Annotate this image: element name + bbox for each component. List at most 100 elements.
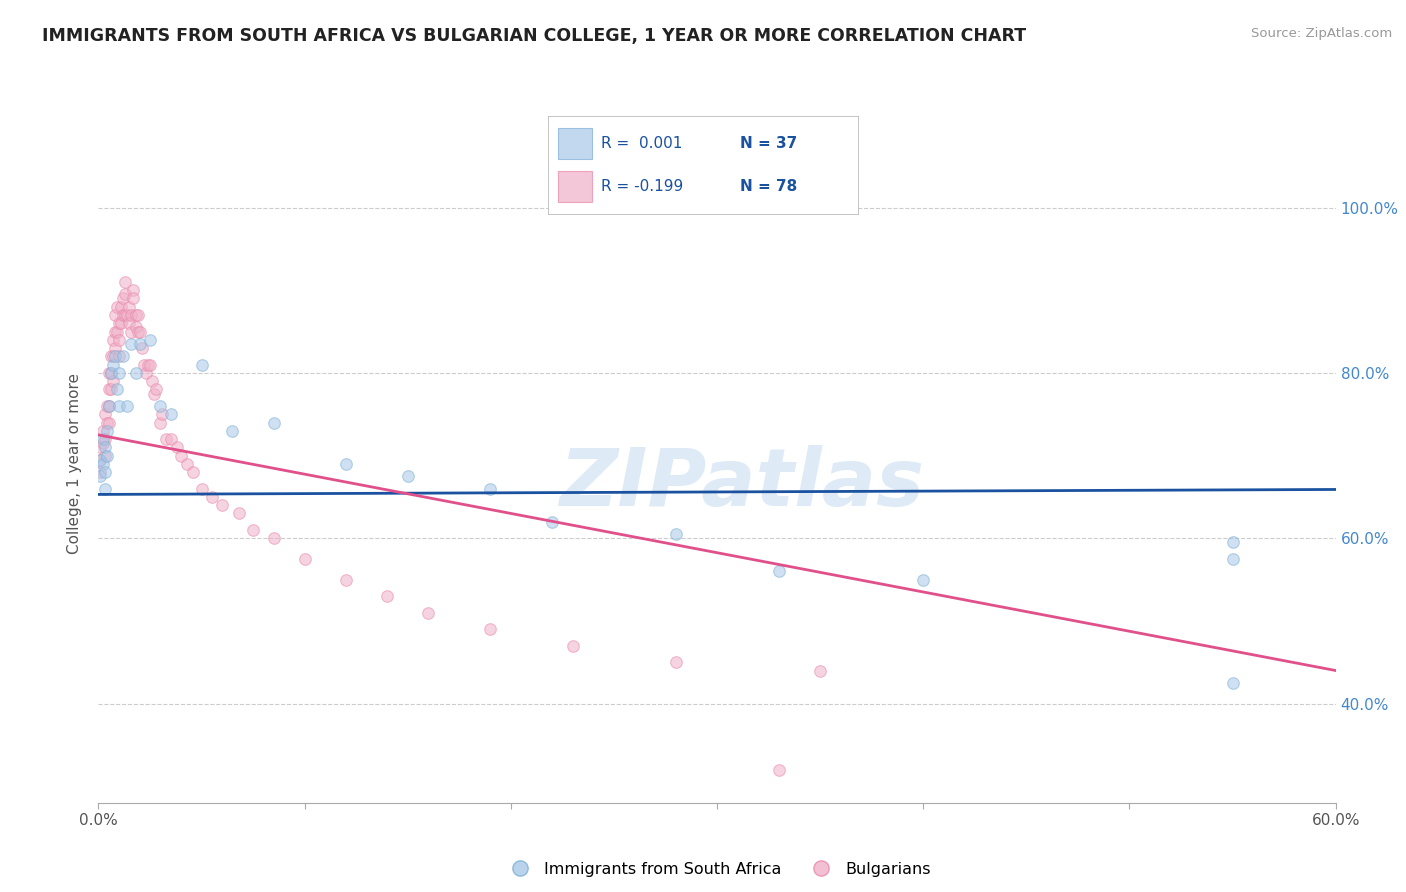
FancyBboxPatch shape: [558, 171, 592, 202]
Text: IMMIGRANTS FROM SOUTH AFRICA VS BULGARIAN COLLEGE, 1 YEAR OR MORE CORRELATION CH: IMMIGRANTS FROM SOUTH AFRICA VS BULGARIA…: [42, 27, 1026, 45]
Point: [418, 606, 440, 620]
Text: Source: ZipAtlas.com: Source: ZipAtlas.com: [1251, 27, 1392, 40]
Point: [124, 308, 146, 322]
Point: [1222, 552, 1244, 566]
Point: [91, 436, 114, 450]
Point: [120, 337, 142, 351]
Point: [110, 316, 132, 330]
Point: [335, 573, 357, 587]
Point: [105, 300, 128, 314]
Point: [768, 763, 790, 777]
Point: [1222, 535, 1244, 549]
Point: [149, 399, 172, 413]
Point: [375, 589, 398, 603]
Point: [143, 386, 166, 401]
Point: [294, 552, 316, 566]
Point: [97, 366, 120, 380]
Point: [124, 320, 146, 334]
Point: [242, 523, 264, 537]
Point: [118, 316, 141, 330]
Point: [122, 283, 145, 297]
Point: [104, 325, 127, 339]
Point: [122, 292, 145, 306]
Point: [108, 316, 131, 330]
Point: [128, 337, 150, 351]
Point: [97, 399, 120, 413]
Point: [93, 465, 115, 479]
Point: [665, 655, 688, 669]
Point: [110, 300, 132, 314]
Point: [114, 308, 136, 322]
Point: [114, 287, 136, 301]
Point: [117, 308, 139, 322]
Point: [89, 465, 111, 479]
Point: [139, 358, 162, 372]
Point: [100, 366, 122, 380]
Point: [101, 350, 124, 364]
Point: [135, 366, 157, 380]
Point: [396, 469, 419, 483]
Point: [89, 452, 111, 467]
Point: [166, 440, 188, 454]
Point: [141, 374, 163, 388]
Point: [1222, 676, 1244, 690]
Text: N = 78: N = 78: [740, 179, 797, 194]
Point: [190, 482, 212, 496]
Point: [89, 440, 111, 454]
Point: [561, 639, 583, 653]
Point: [335, 457, 357, 471]
Point: [108, 333, 131, 347]
Legend: Immigrants from South Africa, Bulgarians: Immigrants from South Africa, Bulgarians: [498, 855, 936, 883]
Point: [181, 465, 204, 479]
Point: [91, 424, 114, 438]
Point: [108, 399, 131, 413]
Point: [665, 527, 688, 541]
Point: [112, 292, 135, 306]
Point: [112, 350, 135, 364]
Point: [101, 374, 124, 388]
Point: [127, 325, 149, 339]
Point: [93, 432, 115, 446]
Point: [112, 308, 135, 322]
Point: [132, 358, 155, 372]
Point: [97, 399, 120, 413]
Point: [145, 383, 167, 397]
Point: [139, 333, 162, 347]
Point: [127, 308, 149, 322]
Point: [104, 350, 127, 364]
Point: [541, 515, 564, 529]
Text: R = -0.199: R = -0.199: [600, 179, 683, 194]
Point: [108, 350, 131, 364]
Point: [101, 333, 124, 347]
Point: [117, 399, 139, 413]
Point: [263, 531, 285, 545]
Point: [93, 482, 115, 496]
Point: [912, 573, 935, 587]
Point: [104, 308, 127, 322]
Point: [93, 407, 115, 421]
Point: [105, 325, 128, 339]
Point: [263, 416, 285, 430]
Point: [105, 383, 128, 397]
Point: [211, 498, 233, 512]
Point: [96, 424, 118, 438]
Point: [159, 432, 181, 446]
Point: [201, 490, 224, 504]
Point: [221, 424, 243, 438]
Point: [136, 358, 159, 372]
Point: [89, 469, 111, 483]
Point: [190, 358, 212, 372]
Point: [93, 449, 115, 463]
Point: [100, 350, 122, 364]
Point: [97, 416, 120, 430]
Point: [479, 482, 502, 496]
Point: [176, 457, 198, 471]
Text: N = 37: N = 37: [740, 136, 797, 151]
Y-axis label: College, 1 year or more: College, 1 year or more: [67, 374, 83, 554]
Point: [114, 275, 136, 289]
Point: [479, 622, 502, 636]
Point: [96, 399, 118, 413]
Point: [100, 366, 122, 380]
Point: [100, 383, 122, 397]
FancyBboxPatch shape: [558, 128, 592, 159]
